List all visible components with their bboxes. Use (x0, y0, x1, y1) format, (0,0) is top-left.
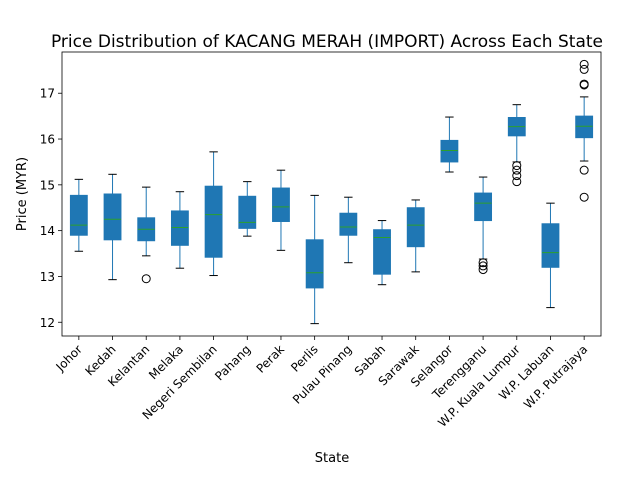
box-group (170, 191, 189, 269)
outlier-point (579, 59, 589, 69)
box (373, 229, 391, 275)
box (440, 139, 459, 163)
box (238, 195, 257, 229)
box-group (507, 104, 526, 187)
plot-area (61, 51, 602, 337)
box-group (272, 169, 290, 251)
outlier-point (512, 165, 522, 175)
outlier-point (579, 192, 589, 202)
x-axis-label: State (315, 451, 349, 466)
box-group (137, 186, 156, 284)
box-group (339, 196, 358, 264)
outlier-point (478, 265, 488, 275)
box-group (575, 59, 594, 202)
box (541, 223, 560, 268)
box (575, 115, 594, 139)
x-tick-label: Pahang (212, 342, 253, 383)
box-group (69, 178, 88, 252)
outlier-point (478, 258, 488, 268)
x-tick-label: Johor (53, 342, 85, 374)
box-group (474, 176, 493, 275)
box (170, 210, 189, 246)
box (69, 194, 88, 236)
box (474, 192, 493, 222)
y-axis: 12 13 14 15 16 17 (40, 87, 62, 330)
box-group (373, 220, 391, 286)
box-group (440, 116, 459, 173)
box (406, 207, 425, 248)
y-axis-label: Price (MYR) (15, 157, 30, 231)
chart-title: Price Distribution of KACANG MERAH (IMPO… (51, 32, 603, 52)
plot-frame (61, 51, 602, 337)
box (272, 187, 290, 222)
outlier-point (512, 171, 522, 181)
box (305, 239, 324, 289)
outlier-point (512, 161, 522, 171)
outlier-point (141, 274, 151, 284)
y-tick-label: 17 (40, 87, 55, 101)
outlier-point (478, 261, 488, 271)
outlier-point (579, 64, 589, 74)
box (103, 193, 122, 241)
box-group (305, 194, 324, 325)
outlier-point (579, 80, 589, 90)
x-tick-label: Pulau Pinang (290, 342, 355, 407)
box (204, 185, 223, 258)
box-group (406, 199, 425, 273)
x-tick-label: Perak (254, 342, 288, 376)
y-tick-label: 16 (40, 133, 55, 147)
box-group (238, 181, 257, 237)
y-tick-label: 12 (40, 316, 55, 330)
box-group (541, 202, 560, 309)
y-tick-label: 13 (40, 270, 55, 284)
outlier-point (579, 165, 589, 175)
y-tick-label: 15 (40, 178, 55, 192)
box-group (103, 173, 122, 281)
y-tick-label: 14 (40, 224, 55, 238)
box (339, 212, 358, 236)
outlier-point (512, 177, 522, 187)
boxes-layer (69, 59, 594, 325)
box-group (204, 151, 223, 277)
